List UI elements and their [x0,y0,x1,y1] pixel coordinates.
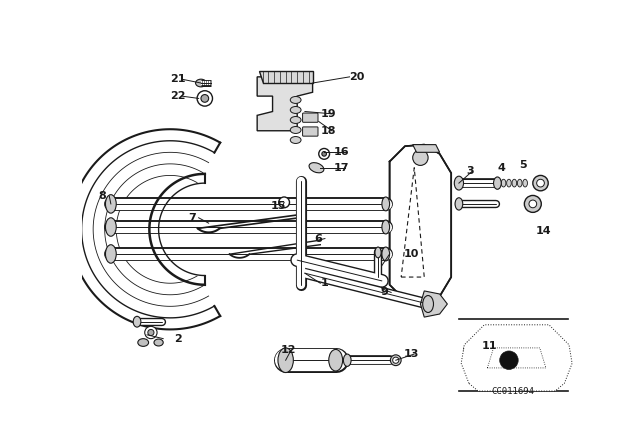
Text: 8: 8 [99,191,106,201]
Ellipse shape [455,198,463,210]
Ellipse shape [497,343,506,358]
Polygon shape [488,348,546,368]
Text: 2: 2 [174,334,182,344]
Polygon shape [390,145,451,306]
Text: 5: 5 [519,160,527,170]
Circle shape [529,200,537,208]
Ellipse shape [138,339,148,346]
Ellipse shape [309,163,324,173]
Circle shape [197,91,212,106]
Circle shape [279,197,289,208]
Text: 21: 21 [170,74,186,84]
Ellipse shape [133,316,141,327]
Ellipse shape [291,96,301,103]
Circle shape [533,176,548,191]
Text: 1: 1 [320,278,328,288]
Text: 11: 11 [482,341,497,351]
Text: 14: 14 [536,226,552,236]
Circle shape [148,329,154,336]
Circle shape [145,326,157,339]
Text: 7: 7 [188,213,196,223]
Ellipse shape [493,177,501,190]
Ellipse shape [106,218,116,236]
Ellipse shape [291,137,301,143]
Polygon shape [257,77,312,131]
Text: 18: 18 [320,126,336,136]
Circle shape [201,95,209,102]
Circle shape [500,351,518,370]
Ellipse shape [523,179,527,187]
Ellipse shape [501,179,506,187]
Ellipse shape [291,126,301,134]
Text: 3: 3 [467,166,474,176]
Text: 17: 17 [334,163,349,173]
Ellipse shape [106,195,116,213]
Polygon shape [420,291,447,317]
Circle shape [322,151,326,156]
Ellipse shape [465,341,476,359]
Text: 12: 12 [280,345,296,355]
Ellipse shape [422,296,433,313]
Circle shape [319,148,330,159]
Text: 6: 6 [314,233,322,244]
Ellipse shape [375,247,381,258]
Circle shape [537,179,545,187]
Circle shape [393,357,399,363]
Text: 13: 13 [403,349,419,359]
Ellipse shape [291,116,301,124]
Ellipse shape [106,245,116,263]
Ellipse shape [329,349,342,371]
Text: 10: 10 [403,249,419,259]
Polygon shape [259,71,312,83]
Ellipse shape [454,176,463,190]
Text: 16: 16 [334,147,350,157]
FancyBboxPatch shape [303,127,318,136]
Text: 19: 19 [320,109,336,119]
Text: 4: 4 [497,163,505,173]
Ellipse shape [382,220,390,234]
Ellipse shape [291,107,301,113]
Polygon shape [461,325,572,391]
Circle shape [524,195,541,212]
Polygon shape [413,145,440,152]
Ellipse shape [344,354,351,366]
Ellipse shape [154,339,163,346]
Ellipse shape [512,179,516,187]
Text: CC011694: CC011694 [492,387,534,396]
Ellipse shape [382,197,390,211]
Ellipse shape [507,179,511,187]
Text: 15: 15 [271,201,286,211]
Ellipse shape [382,247,390,261]
Ellipse shape [517,179,522,187]
Text: 22: 22 [170,91,186,101]
Ellipse shape [196,79,206,87]
Circle shape [413,150,428,165]
Ellipse shape [390,355,401,366]
FancyBboxPatch shape [303,113,318,122]
Ellipse shape [278,348,293,373]
Text: 9: 9 [380,288,388,297]
Text: 20: 20 [349,72,365,82]
